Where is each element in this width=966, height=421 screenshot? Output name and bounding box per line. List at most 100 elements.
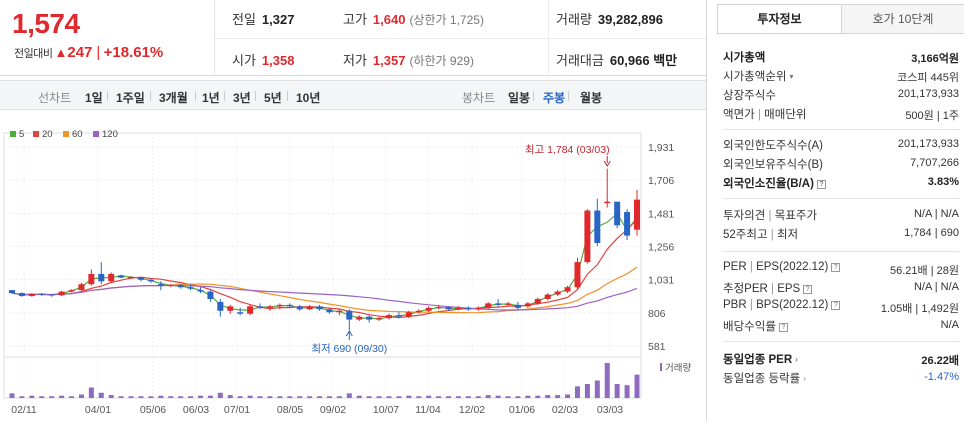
ma5-line xyxy=(11,212,638,320)
candle-body xyxy=(465,307,472,310)
candle-body xyxy=(9,290,15,294)
w52-low-label: 최저 xyxy=(776,229,799,241)
period-1y-button[interactable]: 1년 xyxy=(202,91,220,105)
candle-body xyxy=(524,303,531,307)
volume-bar xyxy=(505,396,511,398)
candle-body xyxy=(614,201,621,226)
candle-body xyxy=(485,303,492,308)
y-tick-label: 806 xyxy=(648,308,666,320)
industry-rate-text: 동일업종 등락률 xyxy=(723,373,801,385)
eps-label: EPS(2022.12) xyxy=(756,261,829,273)
pbr-label: PBR xyxy=(723,299,747,311)
industry-rate-row: 동일업종 등락률 › -1.47% xyxy=(723,368,959,387)
tab-invest-info[interactable]: 투자정보 xyxy=(718,5,841,33)
candle-chart-group-label: 봉차트 xyxy=(462,91,496,105)
volume-bar xyxy=(386,396,392,398)
volume-bar xyxy=(88,387,94,398)
candle-body xyxy=(514,304,521,308)
candle-body xyxy=(534,298,541,304)
help-icon[interactable]: ? xyxy=(831,301,841,310)
candle-monthly-button[interactable]: 월봉 xyxy=(580,91,603,105)
y-tick-label: 1,481 xyxy=(648,208,674,220)
period-divider xyxy=(533,91,534,101)
volume-bar xyxy=(39,396,45,398)
tab-order-book[interactable]: 호가 10단계 xyxy=(841,5,964,33)
lot-label: 매매단위 xyxy=(764,109,807,121)
est-per-row: 추정PER | EPS? N/A | N/A xyxy=(723,278,959,297)
volume-value: 39,282,896 xyxy=(597,12,663,27)
pbr-bps-label: PBR | BPS(2022.12)? xyxy=(723,299,841,311)
current-price: 1,574 xyxy=(12,8,80,39)
volume-bar xyxy=(197,395,203,398)
volume-bar xyxy=(78,394,84,398)
invest-info-panel: 투자정보 호가 10단계 시가총액 3,166억원 시가총액순위 ▾ 코스피 44… xyxy=(706,0,966,421)
volume-bar xyxy=(307,396,313,398)
industry-per-value: 26.22배 xyxy=(921,355,959,367)
candle-body xyxy=(58,291,65,296)
volume-bar xyxy=(624,385,630,398)
help-icon[interactable]: ? xyxy=(778,323,788,332)
volume-bar xyxy=(396,396,402,398)
pbr-bps-value: 1.05배 | 1,492원 xyxy=(880,303,959,315)
volume-bar xyxy=(217,392,223,398)
chevron-right-icon[interactable]: › xyxy=(803,374,806,383)
period-10y-button[interactable]: 10년 xyxy=(296,91,321,105)
chart-period-bar: 선차트 1일 1주일 3개월 1년 3년 5년 10년 봉차트 일봉 주봉 월봉 xyxy=(0,80,706,110)
line-chart-group-label: 선차트 xyxy=(38,91,72,105)
volume-bar xyxy=(565,394,571,398)
volume-bar xyxy=(158,395,164,398)
period-divider xyxy=(255,91,256,101)
volume-bar xyxy=(455,396,461,398)
candle-body xyxy=(356,316,363,320)
x-tick-label: 02/03 xyxy=(552,404,578,416)
foreign-section: 외국인한도주식수(A) 201,173,933 외국인보유주식수(B) 7,70… xyxy=(723,135,959,192)
volume-bar xyxy=(237,396,243,398)
period-divider xyxy=(568,91,569,101)
x-tick-label: 12/02 xyxy=(459,404,485,416)
candle-body xyxy=(326,309,333,313)
weekly-candle-chart: 1,931 1,706 1,481 1,256 1,031 806 581 02/11 04/0… xyxy=(3,129,691,416)
candle-body xyxy=(296,306,303,310)
candle-body xyxy=(157,284,164,286)
foreign-ratio-value: 3.83% xyxy=(927,176,959,188)
market-cap-rank-row: 시가총액순위 ▾ 코스피 445위 xyxy=(723,66,959,85)
volume-bar xyxy=(614,384,620,398)
candle-body xyxy=(425,307,432,311)
volume-bar xyxy=(535,395,541,398)
help-icon[interactable]: ? xyxy=(816,180,826,189)
candle-body xyxy=(544,294,551,299)
est-eps-label: EPS xyxy=(777,283,801,295)
shares-label: 상장주식수 xyxy=(723,90,776,102)
volume-bar xyxy=(168,396,174,398)
period-1d-button[interactable]: 1일 xyxy=(85,91,103,105)
candle-weekly-button[interactable]: 주봉 xyxy=(543,91,566,105)
candle-daily-button[interactable]: 일봉 xyxy=(508,91,531,105)
candle-body xyxy=(564,287,571,292)
help-icon[interactable]: ? xyxy=(803,285,813,294)
opinion-row: 투자의견 | 목표주가 N/A | N/A xyxy=(723,205,959,224)
period-5y-button[interactable]: 5년 xyxy=(264,91,282,105)
dropdown-arrow-icon[interactable]: ▾ xyxy=(789,72,794,81)
volume-bar xyxy=(475,396,481,398)
chevron-right-icon[interactable]: › xyxy=(795,355,798,364)
period-divider xyxy=(195,91,196,101)
period-3m-button[interactable]: 3개월 xyxy=(159,91,188,105)
bps-label: BPS(2022.12) xyxy=(756,299,829,311)
y-tick-label: 1,031 xyxy=(648,275,674,287)
x-tick-label: 05/06 xyxy=(140,404,166,416)
change-value: 247 xyxy=(67,44,93,61)
volume-bar xyxy=(178,396,184,398)
candle-body xyxy=(38,293,45,295)
volume-bar xyxy=(29,395,35,398)
prev-close-label: 전일 xyxy=(232,12,256,27)
period-3y-button[interactable]: 3년 xyxy=(233,91,251,105)
opinion-section: 투자의견 | 목표주가 N/A | N/A 52주최고 | 최저 1,784 |… xyxy=(723,205,959,243)
candle-body xyxy=(405,312,412,317)
help-icon[interactable]: ? xyxy=(831,263,841,272)
w52-value: 1,784 | 690 xyxy=(904,227,959,239)
volume-bar xyxy=(98,392,104,398)
industry-rate-label: 동일업종 등락률 › xyxy=(723,370,806,386)
industry-per-label: 동일업종 PER › xyxy=(723,351,798,367)
change-percent: +18.61% xyxy=(103,44,164,61)
period-1w-button[interactable]: 1주일 xyxy=(116,91,145,105)
